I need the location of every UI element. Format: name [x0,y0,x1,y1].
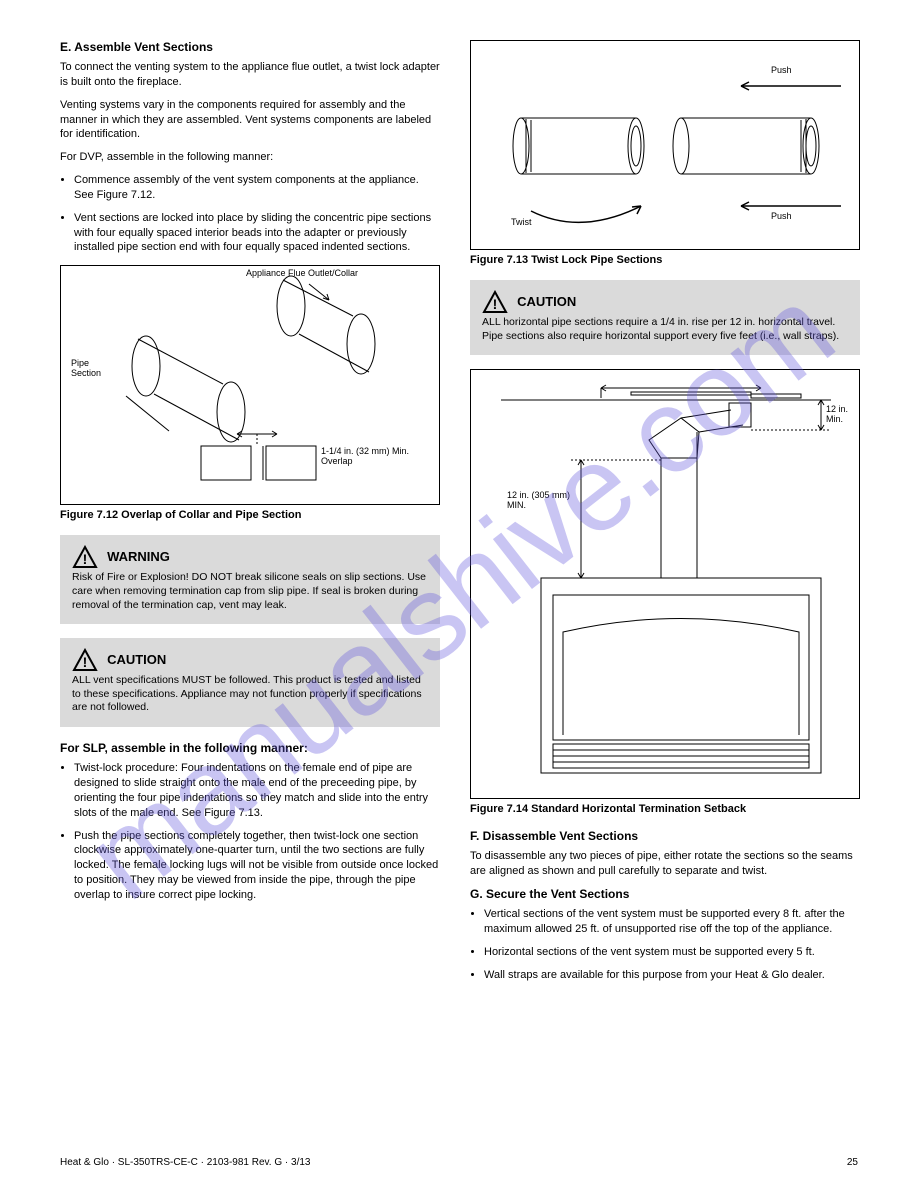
caution-title: CAUTION [517,294,576,309]
bullet-list: Twist-lock procedure: Four indentations … [60,761,440,903]
list-item: Twist-lock procedure: Four indentations … [74,761,440,820]
paragraph: To disassemble any two pieces of pipe, e… [470,849,860,879]
figure-caption: Figure 7.13 Twist Lock Pipe Sections [470,254,860,266]
footer-left: Heat & Glo · SL-350TRS-CE-C · 2103-981 R… [60,1157,310,1168]
page-number: 25 [847,1157,858,1168]
page-container: E. Assemble Vent Sections To connect the… [0,0,918,1188]
warning-text: Risk of Fire or Explosion! DO NOT break … [72,571,428,612]
caution-title: CAUTION [107,652,166,667]
list-item: Push the pipe sections completely togeth… [74,829,440,903]
list-item: Vertical sections of the vent system mus… [484,907,860,937]
section-heading-g: G. Secure the Vent Sections [470,887,860,901]
list-item: Vent sections are locked into place by s… [74,211,440,256]
list-item: Horizontal sections of the vent system m… [484,945,860,960]
section-heading-f: F. Disassemble Vent Sections [470,829,860,843]
figure-label: Twist [511,217,532,227]
figure-label: Push [771,65,792,75]
warning-triangle-icon: ! [72,545,98,569]
list-item: Commence assembly of the vent system com… [74,173,440,203]
figure-7-13: Push Push Twist [470,40,860,250]
figure-7-12-svg [61,266,441,506]
figure-7-12: Appliance Flue Outlet/Collar Pipe Sectio… [60,265,440,505]
paragraph: For DVP, assemble in the following manne… [60,150,440,165]
caution-text: ALL horizontal pipe sections require a 1… [482,316,848,343]
list-item: Wall straps are available for this purpo… [484,968,860,983]
caution-box: ! CAUTION ALL horizontal pipe sections r… [470,280,860,355]
paragraph: Venting systems vary in the components r… [60,98,440,143]
figure-label: 12 in. (305 mm) MIN. [507,490,577,510]
section-heading-e: E. Assemble Vent Sections [60,40,440,54]
figure-label: Push [771,211,792,221]
svg-text:!: ! [83,551,88,567]
figure-caption: Figure 7.12 Overlap of Collar and Pipe S… [60,509,440,521]
paragraph: To connect the venting system to the app… [60,60,440,90]
warning-title: WARNING [107,549,170,564]
svg-text:!: ! [493,296,498,312]
warning-triangle-icon: ! [72,648,98,672]
left-column: E. Assemble Vent Sections To connect the… [60,40,440,911]
warning-box: ! WARNING Risk of Fire or Explosion! DO … [60,535,440,624]
figure-caption: Figure 7.14 Standard Horizontal Terminat… [470,803,860,815]
section-heading-slp: For SLP, assemble in the following manne… [60,741,440,755]
figure-label: Appliance Flue Outlet/Collar [246,268,436,278]
bullet-list: Commence assembly of the vent system com… [60,173,440,255]
figure-7-14: 12 in. Min. 12 in. (305 mm) MIN. [470,369,860,799]
caution-box: ! CAUTION ALL vent specifications MUST b… [60,638,440,727]
figure-label: 12 in. Min. [826,404,862,424]
warning-triangle-icon: ! [482,290,508,314]
right-column: Push Push Twist Figure 7.13 Twist Lock P… [470,40,860,990]
svg-text:!: ! [83,654,88,670]
bullet-list: Vertical sections of the vent system mus… [470,907,860,982]
figure-7-14-svg [471,370,861,800]
figure-label: 1-1/4 in. (32 mm) Min. Overlap [321,446,431,466]
caution-text: ALL vent specifications MUST be followed… [72,674,428,715]
figure-label: Pipe Section [71,358,121,378]
